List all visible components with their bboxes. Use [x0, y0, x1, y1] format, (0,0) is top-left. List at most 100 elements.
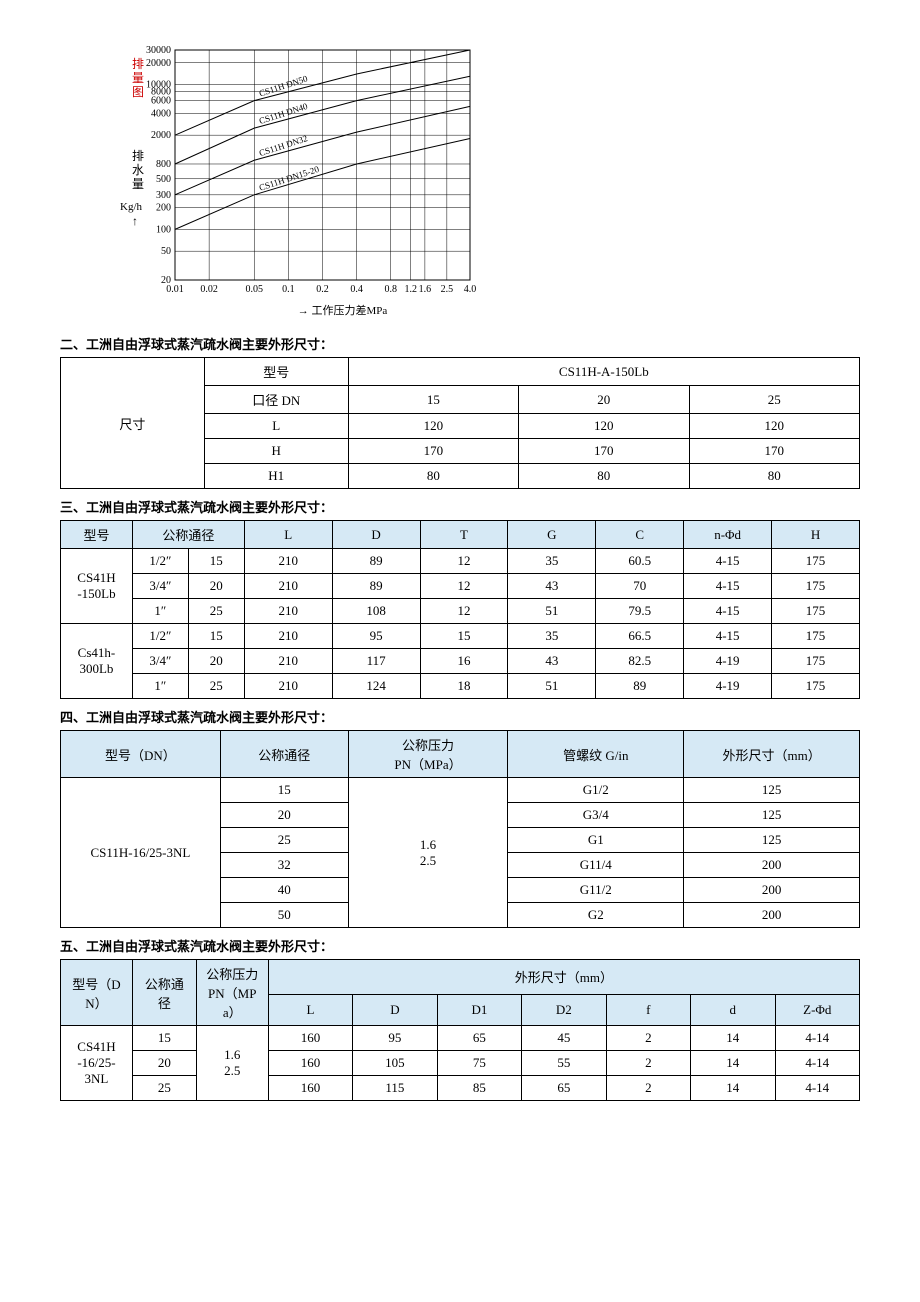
table-cell: 80	[348, 464, 518, 489]
table-cell: 175	[772, 574, 860, 599]
col-header: T	[420, 521, 508, 549]
table-cell: 18	[420, 674, 508, 699]
section4-title: 四、工洲自由浮球式蒸汽疏水阀主要外形尺寸：	[60, 707, 860, 726]
sec2-lbl-L: L	[204, 414, 348, 439]
model-cell: Cs41h-300Lb	[61, 624, 133, 699]
table-cell: 75	[437, 1051, 521, 1076]
svg-text:4000: 4000	[151, 108, 171, 119]
table-cell: 80	[519, 464, 689, 489]
col-header: D1	[437, 994, 521, 1025]
table-cell: 125	[684, 778, 860, 803]
table-cell: 1/2″	[132, 624, 188, 649]
section5-title: 五、工洲自由浮球式蒸汽疏水阀主要外形尺寸：	[60, 936, 860, 955]
svg-text:2.5: 2.5	[441, 284, 454, 295]
table-cell: 117	[332, 649, 420, 674]
table-cell: 120	[519, 414, 689, 439]
section2-title: 二、工洲自由浮球式蒸汽疏水阀主要外形尺寸：	[60, 334, 860, 353]
svg-text:10000: 10000	[146, 80, 171, 91]
svg-text:500: 500	[156, 174, 171, 185]
table-cell: 210	[244, 549, 332, 574]
table-cell: 25	[220, 828, 348, 853]
pressure-cell: 1.6 2.5	[196, 1026, 268, 1101]
table-cell: 15	[188, 549, 244, 574]
table-cell: 210	[244, 649, 332, 674]
svg-text:↑: ↑	[132, 214, 138, 228]
table-cell: 120	[689, 414, 859, 439]
table-cell: 25	[132, 1076, 196, 1101]
col-header: Z-Φd	[775, 994, 859, 1025]
table-cell: 175	[772, 649, 860, 674]
col-header: 外形尺寸（mm）	[684, 731, 860, 778]
table-cell: 200	[684, 878, 860, 903]
section3-title: 三、工洲自由浮球式蒸汽疏水阀主要外形尺寸：	[60, 497, 860, 516]
table-cell: 160	[268, 1026, 352, 1051]
svg-text:排: 排	[132, 57, 144, 71]
table-cell: 82.5	[596, 649, 684, 674]
sec2-lbl-model: 型号	[204, 358, 348, 386]
col-header: 型号（DN）	[61, 731, 221, 778]
table-cell: G1	[508, 828, 684, 853]
table-cell: 4-15	[684, 599, 772, 624]
table-cell: 89	[596, 674, 684, 699]
sec2-lbl-H1: H1	[204, 464, 348, 489]
table-cell: 4-14	[775, 1026, 859, 1051]
table-cell: 15	[132, 1026, 196, 1051]
table-cell: 20	[188, 649, 244, 674]
table-cell: 3/4″	[132, 649, 188, 674]
svg-text:排: 排	[132, 149, 144, 163]
table-cell: G1/2	[508, 778, 684, 803]
table-cell: 70	[596, 574, 684, 599]
svg-text:CS11H DN50: CS11H DN50	[258, 73, 310, 98]
svg-text:2000: 2000	[151, 130, 171, 141]
table-section5: 型号（DN）公称通径公称压力 PN（MPa）外形尺寸（mm）LDD1D2fdZ-…	[60, 959, 860, 1101]
table-cell: 15	[348, 386, 518, 414]
table-cell: 170	[689, 439, 859, 464]
table-cell: 25	[188, 599, 244, 624]
svg-text:0.2: 0.2	[316, 284, 329, 295]
svg-text:1.2: 1.2	[404, 284, 417, 295]
table-cell: 160	[268, 1076, 352, 1101]
table-cell: 65	[522, 1076, 606, 1101]
col-header: 管螺纹 G/in	[508, 731, 684, 778]
table-cell: 80	[689, 464, 859, 489]
table-cell: 4-15	[684, 549, 772, 574]
table-cell: 210	[244, 599, 332, 624]
table-cell: 66.5	[596, 624, 684, 649]
table-cell: 200	[684, 853, 860, 878]
table-cell: 2	[606, 1051, 690, 1076]
table-cell: 2	[606, 1026, 690, 1051]
svg-text:1.6: 1.6	[419, 284, 432, 295]
col-header: G	[508, 521, 596, 549]
table-cell: 15	[188, 624, 244, 649]
svg-text:30000: 30000	[146, 45, 171, 56]
table-cell: G2	[508, 903, 684, 928]
model-cell: CS41H-16/25-3NL	[61, 1026, 133, 1101]
table-cell: 175	[772, 599, 860, 624]
sec2-lbl-dn: 口径 DN	[204, 386, 348, 414]
col-header: n-Φd	[684, 521, 772, 549]
table-cell: 210	[244, 674, 332, 699]
table-cell: 50	[220, 903, 348, 928]
table-cell: 43	[508, 649, 596, 674]
table-cell: 20	[220, 803, 348, 828]
col-header: 外形尺寸（mm）	[268, 960, 859, 995]
col-header: 型号	[61, 521, 133, 549]
table-cell: 175	[772, 674, 860, 699]
table-cell: 51	[508, 674, 596, 699]
svg-text:0.02: 0.02	[200, 284, 218, 295]
svg-text:量: 量	[132, 177, 144, 191]
table-cell: 15	[220, 778, 348, 803]
table-cell: 210	[244, 624, 332, 649]
table-cell: 105	[353, 1051, 437, 1076]
table-cell: 1″	[132, 599, 188, 624]
svg-text:Kg/h: Kg/h	[120, 201, 143, 213]
table-cell: 4-19	[684, 674, 772, 699]
col-header: D2	[522, 994, 606, 1025]
model-cell: CS11H-16/25-3NL	[61, 778, 221, 928]
table-cell: G11/4	[508, 853, 684, 878]
table-cell: 79.5	[596, 599, 684, 624]
sec2-lbl-H: H	[204, 439, 348, 464]
svg-text:20000: 20000	[146, 58, 171, 69]
discharge-chart: 0.010.020.050.10.20.40.81.21.62.54.02050…	[120, 40, 860, 324]
col-header: L	[268, 994, 352, 1025]
